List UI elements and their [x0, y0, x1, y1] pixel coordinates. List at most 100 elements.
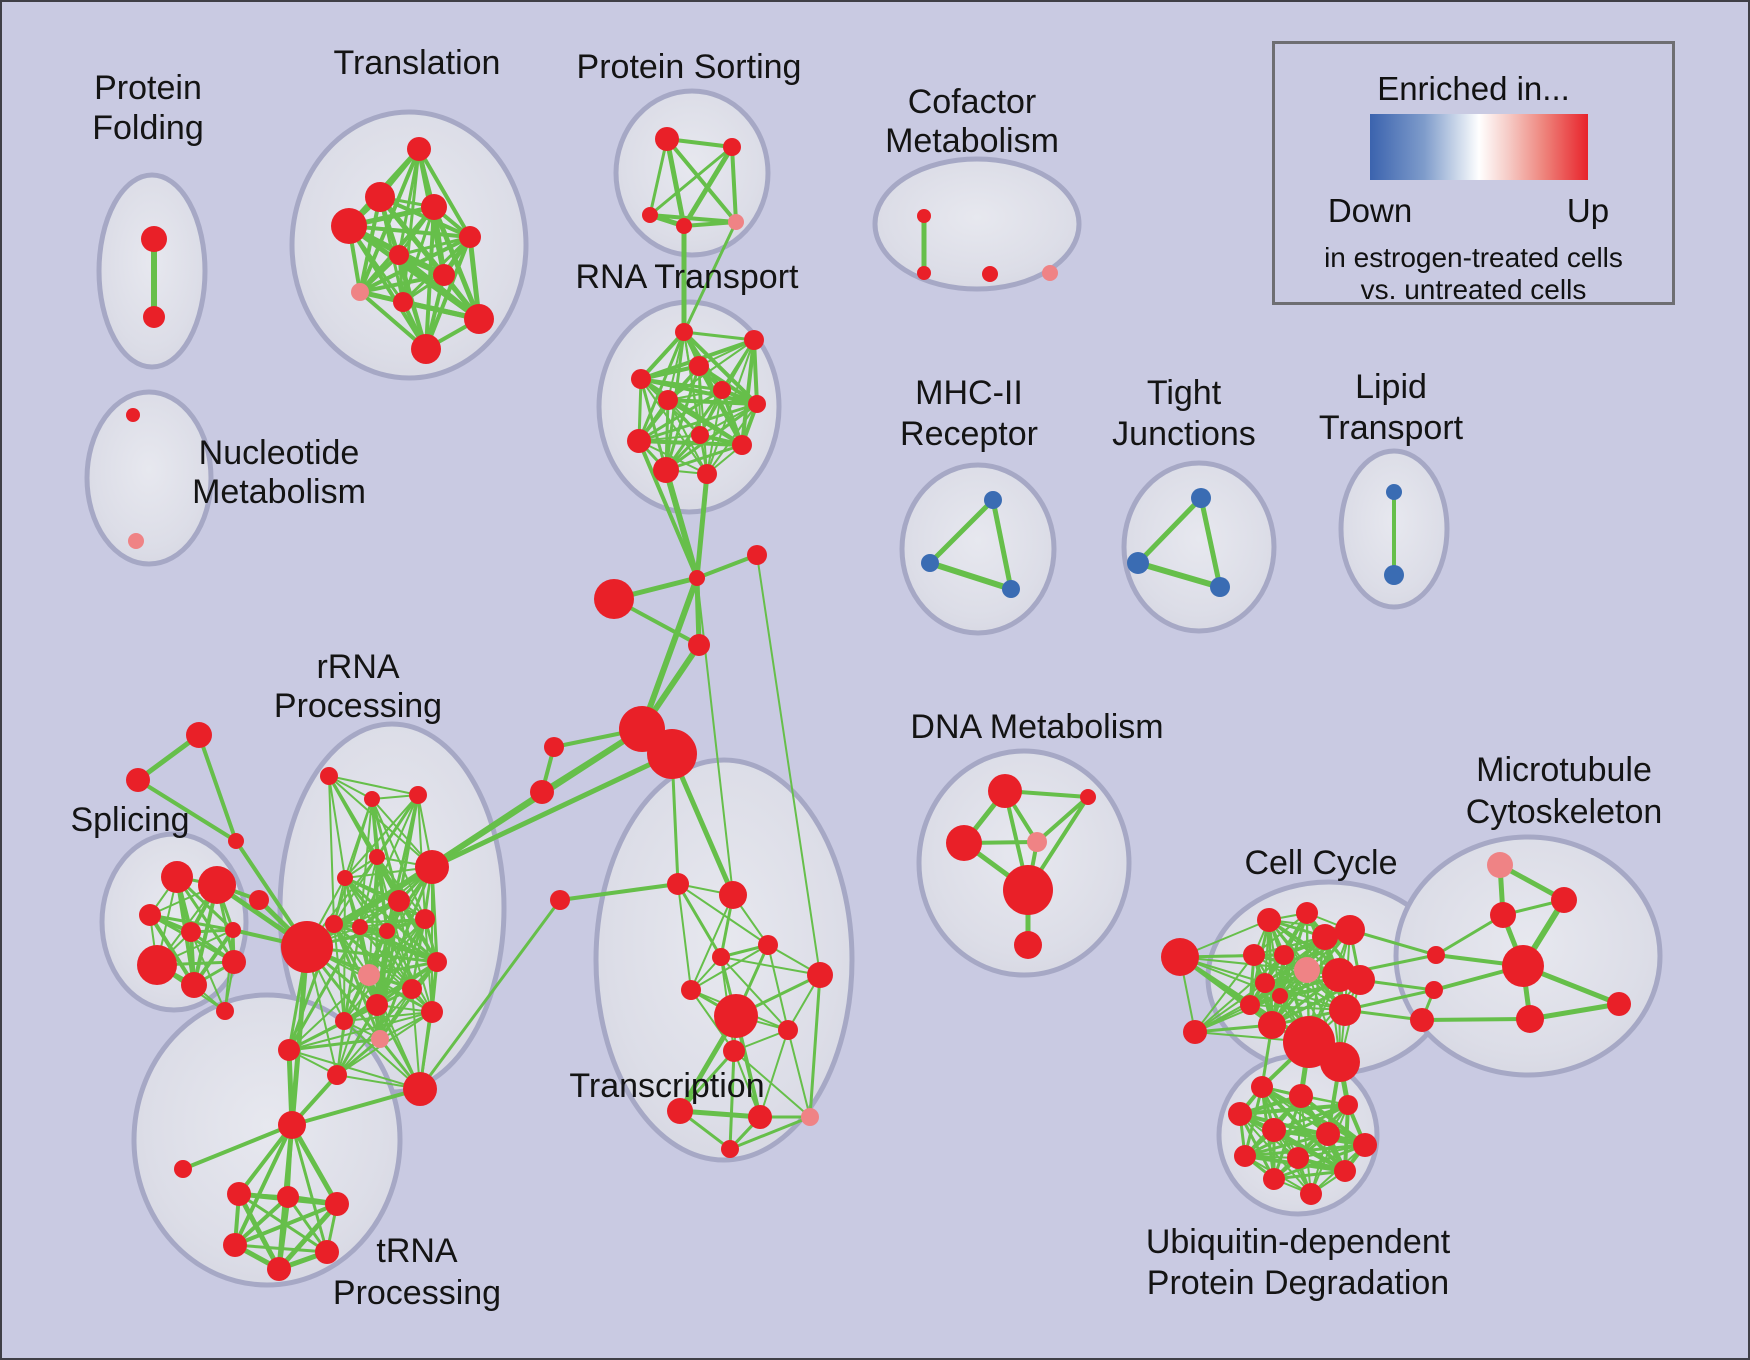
node-cc-5[interactable]	[1243, 944, 1265, 966]
node-cc-13[interactable]	[1329, 994, 1361, 1026]
node-sp-8[interactable]	[216, 1002, 234, 1020]
node-tl-4[interactable]	[459, 226, 481, 248]
node-tl-2[interactable]	[421, 194, 447, 220]
node-cof-1[interactable]	[917, 266, 931, 280]
node-tj-2[interactable]	[1210, 577, 1230, 597]
node-cc-3[interactable]	[1312, 924, 1338, 950]
node-conn-5[interactable]	[647, 729, 697, 779]
node-dna-5[interactable]	[1014, 931, 1042, 959]
node-tx-12[interactable]	[721, 1140, 739, 1158]
node-tj-1[interactable]	[1127, 552, 1149, 574]
node-rrna-10[interactable]	[415, 909, 435, 929]
node-dna-2[interactable]	[946, 825, 982, 861]
node-lip-0[interactable]	[1386, 484, 1402, 500]
node-conn-10[interactable]	[126, 768, 150, 792]
node-sp-4[interactable]	[225, 922, 241, 938]
node-mt-4[interactable]	[1425, 981, 1443, 999]
node-rrna-19[interactable]	[402, 979, 422, 999]
node-cc-15[interactable]	[1258, 1011, 1286, 1039]
node-ub-9[interactable]	[1334, 1160, 1356, 1182]
node-tl-7[interactable]	[351, 283, 369, 301]
node-ub-8[interactable]	[1287, 1147, 1309, 1169]
node-rrna-4[interactable]	[415, 850, 449, 884]
node-rnat-7[interactable]	[627, 429, 651, 453]
node-conn-9[interactable]	[186, 722, 212, 748]
node-cof-0[interactable]	[917, 209, 931, 223]
node-tx-8[interactable]	[723, 1040, 745, 1062]
node-ub-7[interactable]	[1234, 1145, 1256, 1167]
node-tx-7[interactable]	[778, 1020, 798, 1040]
node-mt-0[interactable]	[1487, 852, 1513, 878]
node-sp-7[interactable]	[222, 950, 246, 974]
node-rnat-6[interactable]	[748, 395, 766, 413]
node-rrna-7[interactable]	[325, 915, 343, 933]
node-dna-4[interactable]	[1003, 865, 1053, 915]
node-rnat-11[interactable]	[697, 464, 717, 484]
node-rrna-1[interactable]	[364, 791, 380, 807]
node-dna-0[interactable]	[988, 774, 1022, 808]
node-rnat-1[interactable]	[744, 330, 764, 350]
node-sp-0[interactable]	[161, 861, 193, 893]
node-lip-1[interactable]	[1384, 565, 1404, 585]
node-conn-7[interactable]	[530, 780, 554, 804]
node-mt-3[interactable]	[1427, 946, 1445, 964]
node-cc-10[interactable]	[1255, 973, 1275, 993]
node-ps-2[interactable]	[642, 207, 658, 223]
node-tl-3[interactable]	[331, 208, 367, 244]
node-mt-6[interactable]	[1516, 1005, 1544, 1033]
node-mt-2[interactable]	[1490, 902, 1516, 928]
node-cc-2[interactable]	[1296, 902, 1318, 924]
node-rrna-18[interactable]	[366, 994, 388, 1016]
node-tx-9[interactable]	[667, 1098, 693, 1124]
node-trna-3[interactable]	[325, 1192, 349, 1216]
node-ub-6[interactable]	[1353, 1133, 1377, 1157]
node-cc-4[interactable]	[1335, 915, 1365, 945]
node-pf-1[interactable]	[143, 306, 165, 328]
node-mt-1[interactable]	[1551, 887, 1577, 913]
node-tx-6[interactable]	[714, 994, 758, 1038]
node-sp-2[interactable]	[139, 904, 161, 926]
node-rrna-16[interactable]	[358, 964, 380, 986]
node-conn-13[interactable]	[174, 1160, 192, 1178]
node-conn-6[interactable]	[544, 737, 564, 757]
node-cc-17[interactable]	[1320, 1042, 1360, 1082]
node-cc-14[interactable]	[1183, 1020, 1207, 1044]
node-cc-7[interactable]	[1294, 957, 1320, 983]
node-sp-5[interactable]	[137, 945, 177, 985]
node-rrna-8[interactable]	[352, 919, 368, 935]
node-sp-1[interactable]	[198, 866, 236, 904]
node-trna-2[interactable]	[277, 1186, 299, 1208]
node-ub-5[interactable]	[1316, 1122, 1340, 1146]
node-conn-11[interactable]	[228, 833, 244, 849]
node-rrna-6[interactable]	[388, 890, 410, 912]
node-tl-1[interactable]	[365, 182, 395, 212]
node-tl-8[interactable]	[393, 292, 413, 312]
node-tx-11[interactable]	[801, 1108, 819, 1126]
node-rrna-3[interactable]	[369, 849, 385, 865]
node-tx-4[interactable]	[807, 962, 833, 988]
node-tx-5[interactable]	[681, 980, 701, 1000]
node-rrna-9[interactable]	[379, 923, 395, 939]
node-mt-8[interactable]	[1410, 1008, 1434, 1032]
node-rnat-4[interactable]	[713, 381, 731, 399]
node-cc-1[interactable]	[1257, 908, 1281, 932]
node-mhc-1[interactable]	[921, 554, 939, 572]
node-rrna-21[interactable]	[427, 952, 447, 972]
node-rrna-12[interactable]	[278, 1039, 300, 1061]
node-rrna-13[interactable]	[327, 1065, 347, 1085]
node-tl-10[interactable]	[411, 334, 441, 364]
node-conn-12[interactable]	[249, 890, 269, 910]
node-rrna-15[interactable]	[371, 1030, 389, 1048]
node-conn-3[interactable]	[688, 634, 710, 656]
node-nuc-1[interactable]	[128, 533, 144, 549]
node-sp-3[interactable]	[181, 922, 201, 942]
node-mhc-0[interactable]	[984, 491, 1002, 509]
node-rrna-0[interactable]	[320, 767, 338, 785]
node-rrna-14[interactable]	[403, 1072, 437, 1106]
node-dna-3[interactable]	[1027, 832, 1047, 852]
node-conn-0[interactable]	[689, 570, 705, 586]
node-tx-3[interactable]	[712, 948, 730, 966]
node-cof-2[interactable]	[982, 266, 998, 282]
node-ub-1[interactable]	[1289, 1084, 1313, 1108]
node-mt-7[interactable]	[1607, 992, 1631, 1016]
